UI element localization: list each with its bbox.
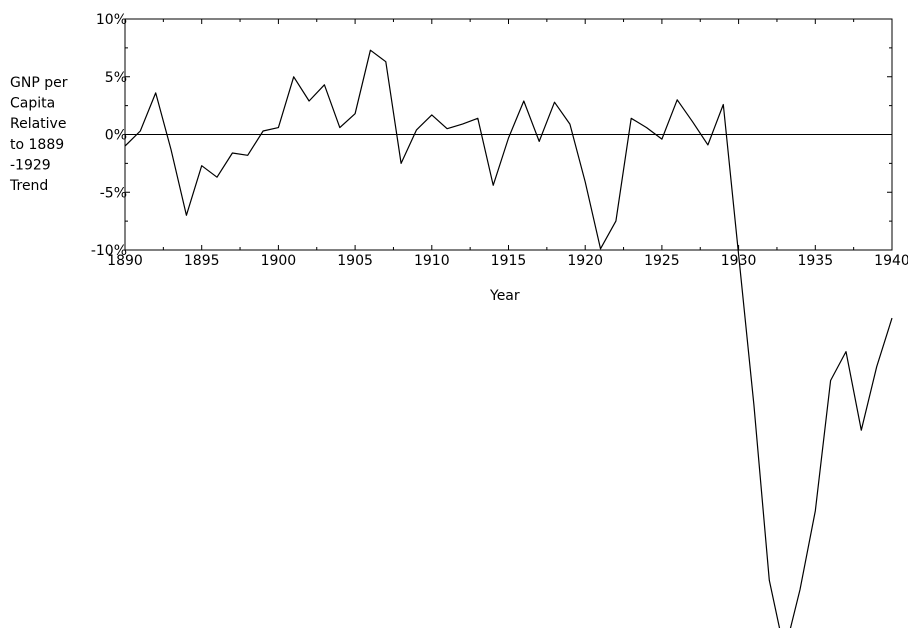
axis-ticks <box>124 18 893 251</box>
y-axis-label: GNP per Capita Relative to 1889 -1929 Trend <box>9 75 68 194</box>
y-tick-label: 5% <box>105 70 127 86</box>
x-tick-label: 1900 <box>261 253 297 269</box>
y-axis-label-line: Relative <box>10 116 66 132</box>
x-tick-label: 1940 <box>874 253 908 269</box>
x-tick-label: 1935 <box>797 253 833 269</box>
y-tick-label: -10% <box>91 243 127 259</box>
y-axis-label-line: Capita <box>10 96 55 112</box>
x-tick-label: 1895 <box>184 253 220 269</box>
y-axis-label-line: GNP per <box>10 75 68 91</box>
x-tick-label: 1905 <box>337 253 373 269</box>
x-tick-label: 1930 <box>721 253 757 269</box>
series-line <box>124 49 893 628</box>
x-tick-label: 1890 <box>107 253 143 269</box>
x-tick-label: 1925 <box>644 253 680 269</box>
y-axis-label-line: -1929 <box>10 157 51 173</box>
x-tick-label: 1910 <box>414 253 450 269</box>
y-tick-label: 0% <box>105 128 127 144</box>
x-tick-label: 1915 <box>491 253 527 269</box>
y-tick-label: 10% <box>96 12 127 28</box>
y-axis-label-line: Trend <box>9 178 48 194</box>
x-tick-label: 1920 <box>567 253 603 269</box>
y-tick-label: -5% <box>100 185 127 201</box>
tick-labels: 1890 1895 1900 1905 1910 1915 1920 1925 1930 1935… <box>91 12 908 269</box>
x-axis-label: Year <box>489 288 520 304</box>
y-axis-label-line: to 1889 <box>10 137 64 153</box>
